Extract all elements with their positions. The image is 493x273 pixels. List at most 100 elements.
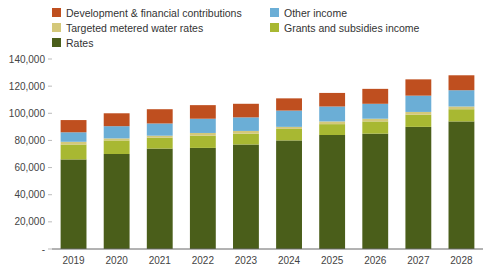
- bar-segment: [147, 109, 173, 123]
- bar-segment: [405, 115, 431, 127]
- bar-segment: [190, 105, 216, 119]
- bar-segment: [190, 133, 216, 136]
- series: [61, 75, 475, 132]
- legend-label: Targeted metered water rates: [66, 22, 203, 34]
- bar-segment: [147, 149, 173, 249]
- y-tick: [48, 140, 52, 141]
- y-tick-label: -: [42, 244, 45, 255]
- x-tick-label: 2027: [407, 255, 430, 266]
- bar-segment: [276, 129, 302, 141]
- legend-item: Grants and subsidies income: [270, 22, 420, 34]
- y-tick-label: 120,000: [9, 81, 46, 92]
- bar-segment: [319, 121, 345, 124]
- x-tick-label: 2021: [149, 255, 172, 266]
- legend-item: Targeted metered water rates: [52, 22, 203, 34]
- bar-segment: [449, 107, 475, 110]
- bar-segment: [362, 121, 388, 133]
- bar-segment: [449, 121, 475, 249]
- bar-segment: [449, 109, 475, 121]
- series: [61, 109, 475, 159]
- x-tick-label: 2020: [106, 255, 129, 266]
- series: [61, 107, 475, 145]
- bar-segment: [190, 119, 216, 133]
- y-tick: [48, 221, 52, 222]
- x-tick-label: 2028: [450, 255, 473, 266]
- bar-segment: [61, 120, 87, 132]
- legend-swatch: [52, 8, 61, 17]
- bar-segment: [147, 136, 173, 138]
- bar-segment: [405, 96, 431, 112]
- legend-item: Other income: [270, 7, 347, 19]
- legend-swatch: [52, 23, 61, 32]
- y-tick: [48, 86, 52, 87]
- bar-segment: [319, 135, 345, 249]
- y-tick: [48, 113, 52, 114]
- bars: [61, 75, 475, 249]
- bar-segment: [276, 140, 302, 249]
- x-tick-label: 2026: [364, 255, 387, 266]
- bar-segment: [362, 89, 388, 104]
- legend-label: Grants and subsidies income: [284, 22, 420, 34]
- bar-segment: [190, 148, 216, 249]
- x-axis-line: [52, 249, 483, 250]
- chart: - 20,000 40,000 60,000 80,000 100,000 120,000 1…: [0, 0, 493, 273]
- bar-segment: [276, 127, 302, 129]
- y-tick-label: 80,000: [14, 135, 45, 146]
- x-tick-label: 2024: [278, 255, 301, 266]
- legend-swatch: [270, 23, 279, 32]
- y-tick-label: 100,000: [9, 108, 46, 119]
- y-tick: [48, 167, 52, 168]
- bar-segment: [233, 131, 259, 134]
- bar-segment: [405, 112, 431, 115]
- bar-segment: [319, 124, 345, 135]
- legend-label: Rates: [66, 37, 93, 49]
- legend-label: Other income: [284, 7, 347, 19]
- y-tick-label: 140,000: [9, 54, 46, 65]
- legend: Development & financial contributions Oth…: [52, 7, 420, 49]
- bar-segment: [104, 138, 130, 140]
- y-tick-label: 40,000: [14, 189, 45, 200]
- bar-segment: [104, 140, 130, 154]
- bar-segment: [362, 119, 388, 122]
- y-tick: [48, 194, 52, 195]
- bar-segment: [104, 113, 130, 126]
- bar-segment: [405, 79, 431, 95]
- bar-segment: [319, 93, 345, 107]
- bar-segment: [233, 104, 259, 118]
- x-tick-label: 2023: [235, 255, 258, 266]
- legend-item: Development & financial contributions: [52, 7, 242, 19]
- y-tick: [48, 249, 52, 250]
- bar-segment: [233, 134, 259, 145]
- bar-segment: [61, 145, 87, 160]
- bar-segment: [362, 104, 388, 119]
- y-tick-label: 60,000: [14, 162, 45, 173]
- y-tick: [48, 59, 52, 60]
- bar-segment: [449, 90, 475, 106]
- bar-segment: [104, 154, 130, 249]
- legend-item: Rates: [52, 37, 93, 49]
- bar-segment: [61, 132, 87, 142]
- x-tick-label: 2022: [192, 255, 215, 266]
- bar-segment: [104, 126, 130, 138]
- x-tick-label: 2025: [321, 255, 344, 266]
- bar-segment: [233, 117, 259, 131]
- bar-segment: [449, 75, 475, 90]
- series: [61, 121, 475, 249]
- bar-segment: [276, 98, 302, 110]
- legend-label: Development & financial contributions: [66, 7, 242, 19]
- bar-segment: [61, 159, 87, 249]
- bar-segment: [276, 111, 302, 127]
- bar-segment: [190, 136, 216, 148]
- bar-segment: [405, 127, 431, 249]
- x-tick-label: 2019: [62, 255, 85, 266]
- legend-swatch: [52, 38, 61, 47]
- bar-segment: [147, 123, 173, 135]
- bar-segment: [233, 145, 259, 250]
- x-axis: 2019 2020 2021 2022 2023 2024 2025 2026 2027 2028: [52, 249, 483, 266]
- legend-swatch: [270, 8, 279, 17]
- bar-segment: [362, 134, 388, 249]
- bar-segment: [61, 142, 87, 145]
- bar-segment: [147, 138, 173, 149]
- y-tick-label: 20,000: [14, 216, 45, 227]
- y-axis: - 20,000 40,000 60,000 80,000 100,000 120,000 1…: [9, 54, 52, 255]
